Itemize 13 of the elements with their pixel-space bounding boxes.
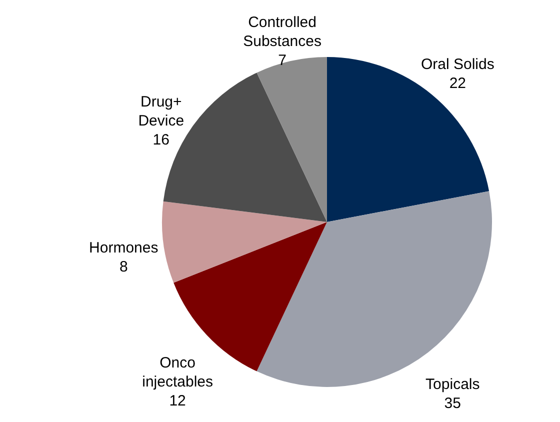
- data-label: 35: [444, 394, 461, 412]
- slice-label: Onco injectables: [142, 354, 214, 390]
- slice-label: Topicals: [426, 376, 480, 393]
- data-label: 8: [119, 258, 128, 276]
- slice-label: Controlled Substances: [243, 14, 322, 50]
- slice-label: Hormones: [89, 240, 158, 257]
- data-label: 16: [152, 132, 170, 149]
- data-label: 22: [449, 75, 466, 92]
- data-label: 12: [169, 392, 186, 410]
- slice-label: Oral Solids: [420, 56, 494, 74]
- data-label: 7: [278, 52, 286, 69]
- slice-label: Drug+ Device: [138, 94, 184, 130]
- pie-slice: [162, 201, 327, 283]
